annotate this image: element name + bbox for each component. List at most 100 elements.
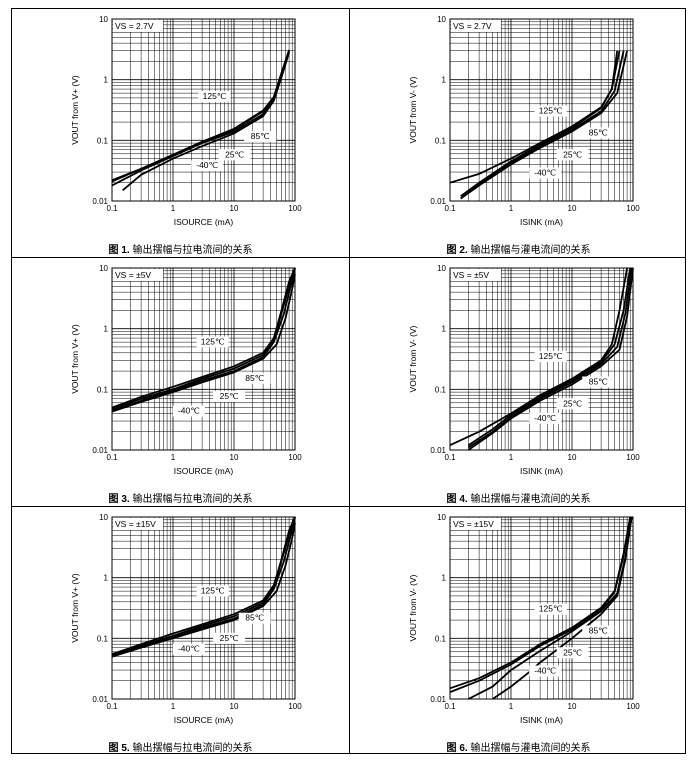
x-tick-label: 10 — [230, 702, 239, 711]
series-line-1 — [111, 267, 296, 409]
y-tick-label: 0.01 — [430, 197, 446, 206]
series-label: 85℃ — [245, 613, 264, 623]
figure-1: 0.01 0.1 1 10 0.1 1 10 100 ISOURCE (mA) VOUT from… — [12, 9, 349, 257]
series-label-bg — [172, 643, 205, 655]
series-line-4 — [111, 273, 296, 413]
vs-label-bg — [113, 518, 163, 530]
y-axis-label: VOUT from V+ (V) — [70, 324, 80, 394]
series-label-bg — [172, 405, 205, 417]
y-tick-label: 0.1 — [435, 385, 447, 394]
y-tick-label: 0.1 — [97, 385, 109, 394]
series-line-3 — [111, 267, 296, 412]
x-axis-label: ISINK (mA) — [520, 466, 563, 476]
x-tick-label: 1 — [509, 453, 514, 462]
figure-5-caption: 图 5. 输出摆幅与拉电流间的关系 — [108, 743, 253, 754]
series-label: 125℃ — [203, 91, 227, 101]
series-line-2 — [449, 516, 632, 693]
series-label-bg — [244, 131, 277, 143]
series-label-bg — [534, 603, 567, 615]
y-tick-label: 0.01 — [430, 695, 446, 704]
x-tick-label: 10 — [230, 204, 239, 213]
series-label-bg — [218, 149, 251, 161]
series-label: 25℃ — [563, 398, 582, 408]
figure-2-caption: 图 2. 输出摆幅与灌电流间的关系 — [446, 245, 591, 256]
column-divider — [349, 9, 350, 753]
series-label: 85℃ — [589, 376, 608, 386]
series-label: 85℃ — [245, 373, 264, 383]
series-label-bg — [191, 160, 224, 172]
series-label: 125℃ — [539, 351, 563, 361]
y-tick-label: 1 — [442, 325, 447, 334]
plot-border — [449, 516, 634, 700]
series-label-bg — [582, 127, 615, 139]
series-label: 85℃ — [251, 131, 270, 141]
series-label-bg — [238, 612, 271, 624]
x-tick-label: 10 — [568, 702, 577, 711]
x-tick-label: 1 — [171, 453, 176, 462]
vs-label: VS = ±5V — [453, 270, 489, 280]
series-label: 25℃ — [563, 149, 582, 159]
x-tick-label: 10 — [568, 204, 577, 213]
series-label-bg — [556, 149, 589, 161]
series-line-3 — [111, 516, 296, 658]
y-tick-label: 0.1 — [97, 136, 109, 145]
x-tick-label: 100 — [288, 453, 302, 462]
y-tick-label: 10 — [99, 513, 108, 522]
series-line-2 — [467, 267, 632, 446]
series-label: 125℃ — [539, 604, 563, 614]
x-tick-label: 1 — [509, 204, 514, 213]
figure-6-caption: 图 6. 输出摆幅与灌电流间的关系 — [446, 743, 591, 754]
x-tick-label: 0.1 — [106, 702, 118, 711]
series-line-4 — [467, 267, 634, 451]
series-label: 25℃ — [220, 391, 239, 401]
x-tick-label: 0.1 — [444, 453, 456, 462]
figure-3-caption: 图 3. 输出摆幅与拉电流间的关系 — [108, 494, 253, 505]
y-tick-label: 10 — [437, 15, 446, 24]
x-tick-label: 100 — [288, 204, 302, 213]
series-label: 125℃ — [539, 106, 563, 116]
series-label: 125℃ — [201, 585, 225, 595]
y-axis-label: VOUT from V+ (V) — [70, 75, 80, 145]
vs-label-bg — [113, 269, 163, 281]
figure-4-caption: 图 4. 输出摆幅与灌电流间的关系 — [446, 494, 591, 505]
series-label-bg — [556, 398, 589, 410]
plot-border — [449, 18, 634, 202]
series-label-bg — [196, 336, 229, 348]
x-axis-label: ISINK (mA) — [520, 715, 563, 725]
series-line-1 — [449, 267, 628, 447]
series-line-2 — [111, 267, 296, 410]
figure-6: 0.01 0.1 1 10 0.1 1 10 100 ISINK (mA) VOUT from V… — [350, 507, 687, 755]
series-label-bg — [582, 625, 615, 637]
series-label-bg — [238, 372, 271, 384]
vs-label: VS = 2.7V — [115, 21, 154, 31]
y-tick-label: 1 — [104, 76, 109, 85]
y-axis-label: VOUT from V- (V) — [408, 574, 418, 641]
plot-border — [111, 516, 296, 700]
series-label-bg — [529, 665, 562, 677]
figure-2: 0.01 0.1 1 10 0.1 1 10 100 ISINK (mA) VOUT from V… — [350, 9, 687, 257]
series-label-bg — [582, 376, 615, 388]
series-label-bg — [529, 167, 562, 179]
x-tick-label: 100 — [626, 702, 640, 711]
x-axis-label: ISOURCE (mA) — [174, 715, 234, 725]
figure-5: 0.01 0.1 1 10 0.1 1 10 100 ISOURCE (mA) VOUT from… — [12, 507, 349, 755]
series-label: 85℃ — [589, 127, 608, 137]
vs-label: VS = ±5V — [115, 270, 151, 280]
vs-label-bg — [113, 20, 163, 32]
series-label: 25℃ — [225, 149, 244, 159]
figure-grid: 0.01 0.1 1 10 0.1 1 10 100 ISOURCE (mA) VOUT from… — [11, 8, 686, 754]
x-tick-label: 1 — [171, 204, 176, 213]
x-axis-label: ISOURCE (mA) — [174, 466, 234, 476]
y-tick-label: 1 — [442, 574, 447, 583]
y-tick-label: 1 — [442, 76, 447, 85]
row-divider — [12, 506, 685, 507]
row-divider — [12, 257, 685, 258]
series-label: -40℃ — [178, 406, 200, 416]
series-label: -40℃ — [534, 413, 556, 423]
y-tick-label: 0.01 — [430, 446, 446, 455]
vs-label: VS = ±15V — [453, 519, 494, 529]
vs-label-bg — [451, 269, 501, 281]
